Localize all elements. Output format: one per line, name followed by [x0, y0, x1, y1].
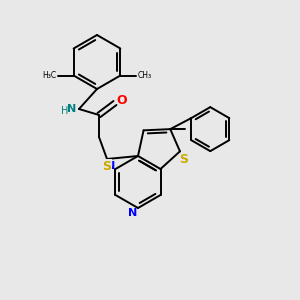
Text: O: O	[117, 94, 127, 106]
Text: H: H	[61, 106, 69, 116]
Text: N: N	[128, 208, 138, 218]
Text: N: N	[68, 104, 76, 114]
Text: H₃C: H₃C	[43, 71, 57, 80]
Text: S: S	[103, 160, 112, 172]
Text: S: S	[179, 153, 188, 166]
Text: CH₃: CH₃	[137, 71, 152, 80]
Text: S: S	[103, 160, 112, 172]
Text: N: N	[106, 161, 115, 171]
